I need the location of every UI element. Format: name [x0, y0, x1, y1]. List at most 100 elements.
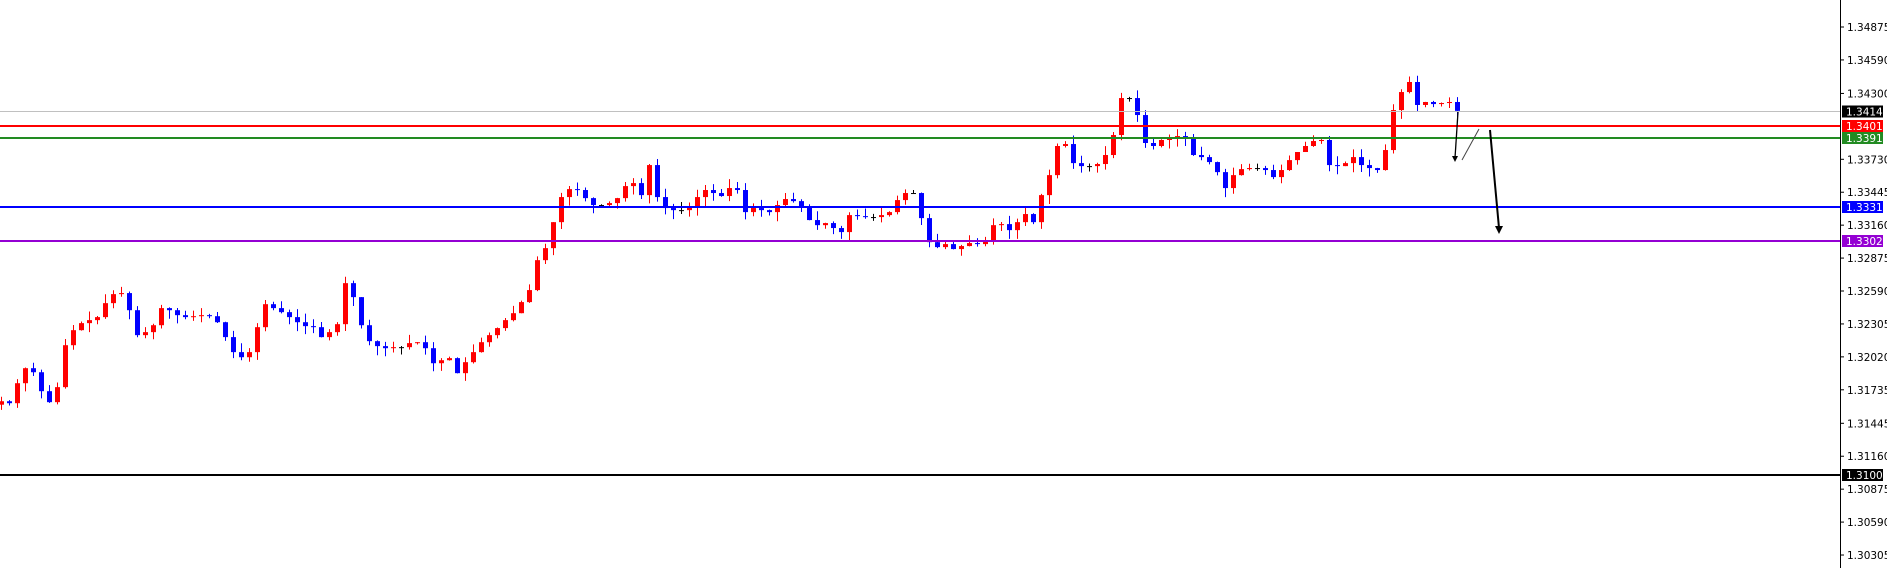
level-price-label: 1.34149 [1846, 107, 1887, 119]
candle-body [927, 218, 932, 243]
candle-body [231, 337, 236, 353]
candle [407, 334, 412, 350]
candle-body [727, 188, 732, 197]
candle [367, 319, 372, 346]
candles-layer [0, 75, 1460, 410]
y-tick-label: 1.34875 [1847, 22, 1887, 34]
candle-body [183, 315, 188, 318]
candle [559, 192, 564, 229]
y-tick-label: 1.30305 [1847, 550, 1887, 562]
candle [511, 305, 516, 322]
candle-body [783, 199, 788, 206]
candle [223, 321, 228, 341]
level-label-box [1842, 132, 1883, 144]
candle [159, 304, 164, 329]
candle-body [975, 243, 980, 245]
candle [735, 182, 740, 194]
candle [303, 313, 308, 335]
candle [599, 204, 604, 207]
candle [1399, 89, 1404, 119]
candle-body [63, 345, 68, 388]
candle-body [831, 223, 836, 229]
candle [703, 184, 708, 207]
candle-body [943, 244, 948, 248]
candle-body [1047, 175, 1052, 196]
candle [1023, 206, 1028, 226]
candle [895, 195, 900, 215]
candle-body [95, 317, 100, 321]
candle-body [559, 197, 564, 223]
candle-body [311, 326, 316, 328]
candle-body [495, 328, 500, 336]
candle-body [703, 190, 708, 198]
candle-body [1439, 103, 1444, 105]
candle-body [327, 332, 332, 338]
candle [1199, 146, 1204, 161]
candle-body [1271, 170, 1276, 178]
candle [1335, 156, 1340, 175]
candle-body [1167, 138, 1172, 140]
y-tick-label: 1.31735 [1847, 385, 1887, 397]
candle-body [7, 401, 12, 404]
candle [359, 297, 364, 329]
candle-body [791, 199, 796, 202]
arrow-down-long[interactable] [1489, 129, 1500, 229]
candle [31, 362, 36, 377]
candle [535, 256, 540, 292]
candle-body [503, 320, 508, 329]
level-price-label: 1.31001 [1846, 470, 1887, 482]
candle-body [383, 346, 388, 349]
candle-body [359, 297, 364, 326]
candle [1143, 110, 1148, 148]
y-tick-label: 1.31445 [1847, 418, 1887, 430]
candle-body [759, 208, 764, 211]
candle [495, 327, 500, 339]
arrow-down-short[interactable] [1454, 111, 1459, 159]
candle-body [679, 210, 684, 212]
level-label-box [1842, 469, 1883, 481]
level-label-box [1842, 105, 1883, 118]
candle [1039, 193, 1044, 229]
candle [527, 284, 532, 303]
candle-body [1263, 168, 1268, 171]
candle-body [391, 347, 396, 349]
arrow-up-line[interactable] [1461, 128, 1480, 161]
candle [1295, 152, 1300, 165]
candle [1079, 155, 1084, 173]
candle [287, 309, 292, 325]
candle-body [1287, 160, 1292, 171]
candle [87, 311, 92, 333]
y-tick-label: 1.33160 [1847, 220, 1887, 232]
candle-body [1039, 195, 1044, 223]
candle [591, 197, 596, 214]
price-axis[interactable]: 1.34875 1.34590 1.34300 1.33730 1.33445 1.331… [1840, 22, 1887, 562]
candle [655, 158, 660, 202]
candle [1031, 213, 1036, 225]
candle-body [1311, 141, 1316, 147]
candle-body [1023, 214, 1028, 223]
candle [311, 319, 316, 334]
candle [839, 225, 844, 239]
candle-body [119, 293, 124, 295]
candle-body [199, 315, 204, 317]
candle-body [1087, 166, 1092, 168]
candle [455, 357, 460, 374]
candle-body [1063, 144, 1068, 147]
horizontal-levels-layer [0, 111, 1840, 476]
candle-body [1191, 138, 1196, 156]
candle [183, 310, 188, 320]
candle-body [479, 342, 484, 353]
candle-body [855, 215, 860, 217]
trend-arrows[interactable] [1452, 111, 1503, 234]
candle-body [423, 342, 428, 349]
candle [167, 307, 172, 319]
candle-body [1007, 224, 1012, 231]
candle-body [367, 325, 372, 342]
candle-body [247, 352, 252, 358]
candle [575, 182, 580, 196]
y-tick-label: 1.34590 [1847, 55, 1887, 67]
candle-body [719, 193, 724, 197]
candle [103, 294, 108, 319]
y-tick-label: 1.30875 [1847, 484, 1887, 496]
